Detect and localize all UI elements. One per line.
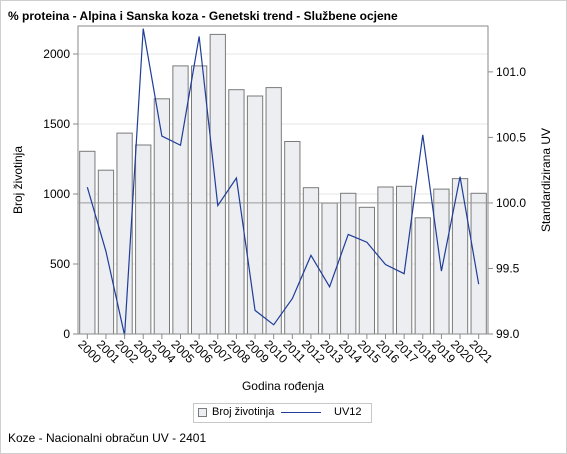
- y2-tick-label: 99.0: [496, 327, 520, 341]
- series-line-uv12: [86, 28, 480, 336]
- bar: [79, 150, 96, 335]
- legend-bar-label: Broj životinja: [212, 406, 275, 418]
- bar: [470, 192, 487, 335]
- bar: [172, 65, 189, 335]
- bar: [377, 186, 394, 335]
- bar: [358, 206, 376, 335]
- legend-line-swatch: [281, 412, 321, 413]
- bar: [116, 132, 133, 335]
- y2-tick-label: 101.0: [496, 65, 526, 79]
- y-tick-label: 1500: [43, 117, 70, 131]
- bar: [190, 65, 208, 335]
- bar: [209, 33, 226, 335]
- y-tick-label: 0: [63, 327, 70, 341]
- bar: [321, 202, 338, 335]
- bar: [395, 185, 413, 335]
- chart-legend: Broj životinja UV12: [193, 403, 372, 423]
- y-tick-label: 500: [50, 257, 70, 271]
- y-axis-title: Broj životinja: [11, 146, 25, 214]
- bar: [265, 87, 282, 335]
- chart-title: % proteina - Alpina i Sanska koza - Gene…: [8, 9, 398, 23]
- y2-axis-title: Standardizirana UV: [539, 128, 553, 232]
- legend-bar-swatch: [198, 408, 207, 417]
- y-tick-label: 1000: [43, 187, 70, 201]
- y2-tick-label: 100.5: [496, 130, 526, 144]
- y2-tick-label: 99.5: [496, 261, 520, 275]
- y-tick-label: 2000: [43, 47, 70, 61]
- y2-tick-label: 100.0: [496, 196, 526, 210]
- x-axis-title: Godina rođenja: [242, 379, 324, 393]
- legend-line-label: UV12: [334, 406, 362, 418]
- bar: [246, 95, 264, 335]
- footer-note: Koze - Nacionalni obračun UV - 2401: [8, 431, 207, 445]
- bar: [340, 192, 357, 335]
- plot-border: [77, 25, 489, 335]
- bar: [135, 144, 152, 335]
- bar: [302, 187, 320, 335]
- bar: [414, 217, 431, 335]
- bar: [433, 188, 450, 335]
